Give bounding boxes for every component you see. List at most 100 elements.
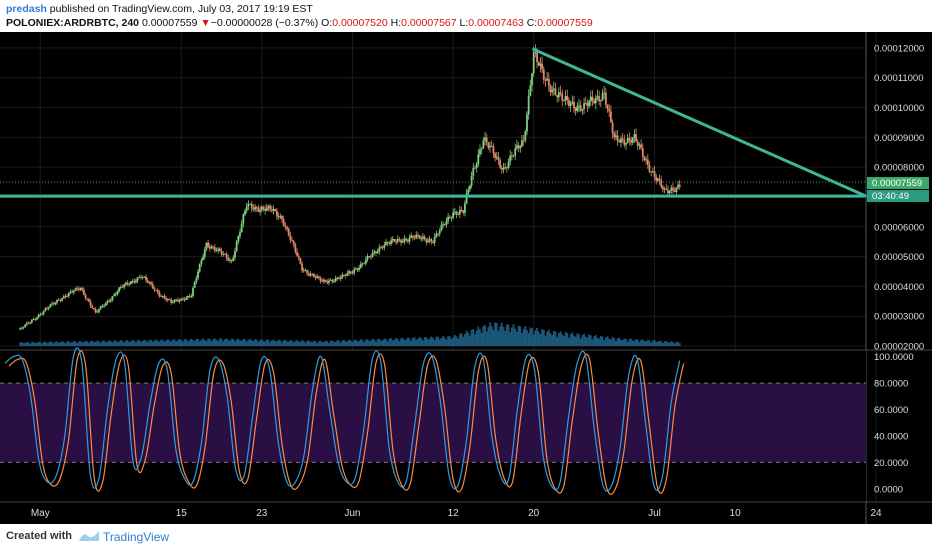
candle-body <box>173 299 176 303</box>
candle-body <box>265 207 268 211</box>
candle-body <box>119 286 122 288</box>
candle-body <box>343 274 345 276</box>
volume-bar <box>223 339 226 346</box>
candle-body <box>244 210 246 215</box>
author-link[interactable]: predash <box>6 3 47 15</box>
volume-bar <box>156 340 159 346</box>
volume-bar <box>668 342 671 346</box>
volume-bar <box>524 326 527 346</box>
candle-body <box>495 156 498 158</box>
candle-body <box>227 257 230 261</box>
stochastic-axis[interactable]: 100.0000 80.0000 60.0000 40.0000 20.0000 0.00… <box>874 352 914 495</box>
candle-body <box>457 214 460 215</box>
candle-body <box>400 239 403 243</box>
candle-body <box>329 279 332 281</box>
footer: Created with TradingView <box>0 524 932 550</box>
candle-body <box>36 317 38 320</box>
volume-bar <box>388 338 391 346</box>
candle-body <box>89 301 92 306</box>
volume-bar <box>576 333 579 346</box>
candle-body <box>259 210 262 212</box>
price-tick-label: 0.00012000 <box>874 43 924 54</box>
volume-bar <box>153 340 156 346</box>
candle-body <box>569 103 572 106</box>
volume-bar <box>420 338 423 346</box>
candle-body <box>61 298 63 301</box>
candle-body <box>442 223 444 225</box>
volume-bar <box>180 340 183 346</box>
volume-bar <box>304 342 307 346</box>
volume-bar <box>628 339 631 346</box>
volume-bar <box>480 332 483 346</box>
volume-bar <box>351 342 354 346</box>
candle-body <box>463 203 466 213</box>
volume-bar <box>655 341 658 346</box>
volume-bar <box>660 341 663 346</box>
candle-body <box>480 148 483 150</box>
volume-bar <box>141 340 144 346</box>
volume-bar <box>516 331 518 346</box>
candle-body <box>195 278 198 282</box>
price-tick-label: 0.00006000 <box>874 222 924 233</box>
candle-body <box>673 190 676 193</box>
candle-body <box>490 145 493 147</box>
candle-body <box>314 277 317 278</box>
volume-bar <box>232 338 235 346</box>
volume-bar <box>442 336 444 346</box>
volume-bar <box>297 341 300 346</box>
volume-bar <box>386 341 389 346</box>
volume-bar <box>405 339 408 346</box>
candle-body <box>229 259 231 261</box>
candle-body <box>373 251 376 253</box>
time-axis[interactable]: May 15 23 Jun 12 20 Jul 10 24 <box>31 508 882 519</box>
volume-bar <box>670 341 673 346</box>
candle-body <box>509 155 512 162</box>
volume-bar <box>242 338 245 346</box>
candle-body <box>312 274 315 278</box>
publish-line: predash published on TradingView.com, Ju… <box>6 3 313 15</box>
candle-body <box>277 216 280 218</box>
candle-body <box>606 104 609 109</box>
volume-bar <box>604 337 607 346</box>
candle-body <box>458 209 461 215</box>
volume-bar <box>361 339 364 346</box>
candle-body <box>252 208 255 210</box>
volume-bar <box>44 341 47 346</box>
candle-body <box>556 95 559 98</box>
volume-bar <box>138 340 141 346</box>
volume-bar <box>510 327 513 346</box>
candle-body <box>547 78 550 86</box>
volume-bar <box>289 340 292 346</box>
volume-bar <box>150 339 152 346</box>
candle-body <box>52 303 55 305</box>
candle-body <box>393 239 396 242</box>
chart-area[interactable]: 0.00012000 0.00011000 0.00010000 0.00009000… <box>0 32 932 524</box>
tradingview-brand[interactable]: TradingView <box>103 530 170 544</box>
candle-body <box>527 95 530 115</box>
volume-bar <box>77 341 80 346</box>
trendlines[interactable] <box>0 47 868 198</box>
volume-bar <box>296 340 298 346</box>
volume-bar <box>390 338 392 346</box>
volume-bar <box>673 343 676 346</box>
candle-body <box>489 145 491 148</box>
volume-bar <box>391 340 394 346</box>
candle-body <box>180 298 183 301</box>
volume-bar <box>541 329 543 346</box>
candle-body <box>223 253 226 255</box>
volume-bar <box>123 342 126 346</box>
tradingview-logo-icon[interactable] <box>78 529 100 543</box>
volume-bar <box>630 338 632 346</box>
candle-body <box>106 300 109 303</box>
candle-body <box>88 299 90 302</box>
volume-bar <box>299 341 302 346</box>
volume-bar <box>583 333 585 346</box>
volume-bar <box>227 339 230 346</box>
candle-body <box>192 287 194 297</box>
candle-body <box>438 230 441 234</box>
price-pane[interactable] <box>0 32 866 350</box>
candle-body <box>479 149 481 155</box>
candle-body <box>165 298 168 301</box>
volume-bar <box>385 339 387 346</box>
volume-bar <box>500 322 503 346</box>
